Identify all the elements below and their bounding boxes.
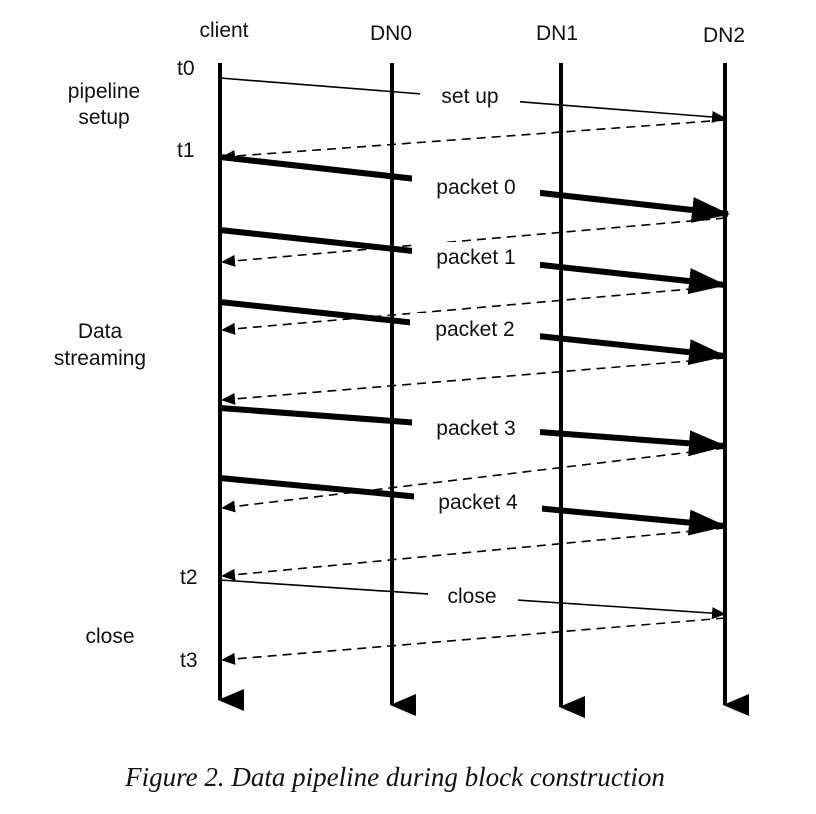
packet-label-0: packet 0 xyxy=(436,176,515,199)
packet-label-3: packet 3 xyxy=(436,417,515,440)
close-label: close xyxy=(447,585,496,608)
close-label-bg xyxy=(428,580,518,610)
ack-arrow-2 xyxy=(221,357,726,405)
lifeline-label-dn2: DN2 xyxy=(703,24,745,47)
phase-label-streaming: streaming xyxy=(54,347,146,370)
packet-label-4: packet 4 xyxy=(438,491,518,514)
packet-label-bg-4 xyxy=(414,486,542,520)
time-label-t0: t0 xyxy=(177,57,195,80)
setup-label-bg xyxy=(420,80,520,110)
phase-label-setup: setup xyxy=(78,106,129,129)
packet-label-bg-2 xyxy=(410,313,540,347)
packet-label-1: packet 1 xyxy=(436,246,515,269)
lifeline-label-client: client xyxy=(199,19,248,42)
ack-arrow-3 xyxy=(221,447,726,513)
close-ack-arrow xyxy=(221,617,726,665)
time-label-t1: t1 xyxy=(177,139,195,162)
packet-label-bg-3 xyxy=(412,413,540,447)
time-label-t2: t2 xyxy=(180,566,198,589)
packet-label-bg-1 xyxy=(412,242,540,276)
time-label-t3: t3 xyxy=(180,649,198,672)
packet-label-2: packet 2 xyxy=(435,318,514,341)
ack-arrow-4 xyxy=(221,527,726,581)
phase-label-pipeline: pipeline xyxy=(68,80,140,103)
phase-label-close: close xyxy=(85,625,134,648)
ack-arrow-0 xyxy=(221,217,726,267)
setup-ack-arrow xyxy=(221,119,726,163)
setup-label: set up xyxy=(441,85,498,108)
figure-caption: Figure 2. Data pipeline during block con… xyxy=(125,762,665,792)
lifeline-label-dn1: DN1 xyxy=(536,22,578,45)
ack-arrow-1 xyxy=(221,285,726,335)
lifeline-label-dn0: DN0 xyxy=(370,22,412,45)
packet-label-bg-0 xyxy=(412,170,540,204)
phase-label-data: Data xyxy=(78,320,123,343)
